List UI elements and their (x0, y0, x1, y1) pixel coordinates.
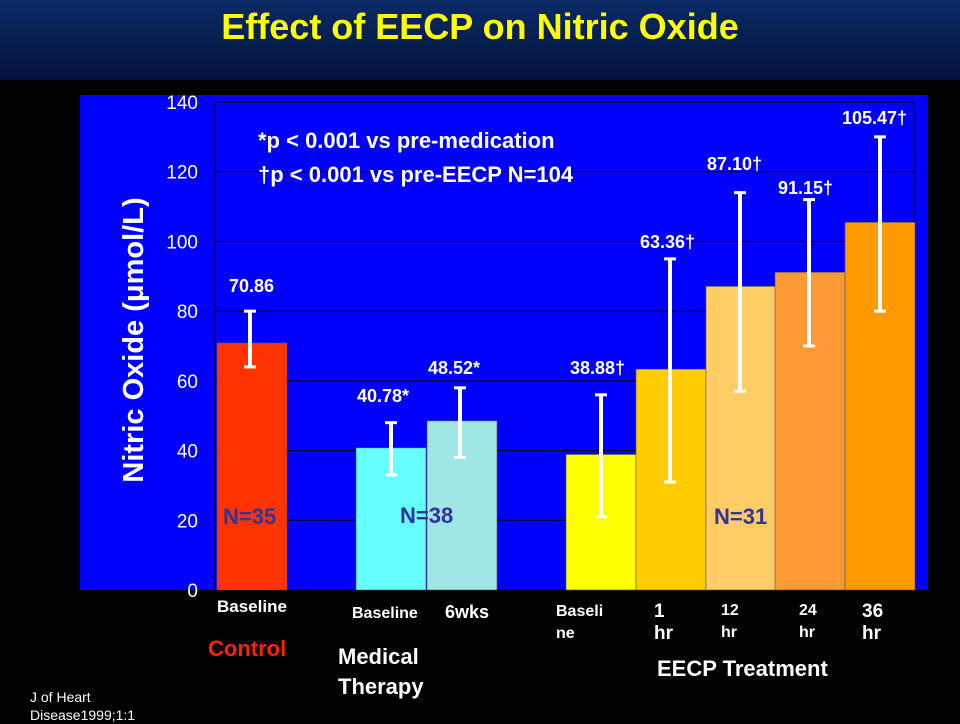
title-band (0, 0, 960, 80)
y-tick-label: 20 (177, 511, 198, 532)
data-label: 63.36† (640, 232, 695, 252)
source-citation: J of Heart Disease1999;1:1 (30, 689, 136, 723)
x-tick-label: 24 hr (799, 602, 817, 641)
annotation-note: †p < 0.001 vs pre-EECP N=104 (258, 162, 574, 187)
group-label-medical: Medical Therapy (338, 644, 424, 699)
y-tick-label: 0 (187, 581, 198, 602)
group-label-control: Control (208, 636, 287, 661)
x-tick-label: 12 hr (721, 602, 739, 641)
y-tick-label: 120 (166, 163, 198, 184)
data-label: 48.52* (428, 358, 480, 378)
y-tick-label: 40 (177, 442, 198, 463)
y-tick-label: 80 (177, 302, 198, 323)
n-label: N=38 (400, 503, 453, 528)
n-label: N=35 (223, 504, 276, 529)
y-tick-label: 140 (166, 93, 198, 114)
y-axis-label: Nitric Oxide (μmol/L) (118, 197, 150, 482)
y-tick-label: 100 (166, 232, 198, 253)
data-label: 91.15† (778, 178, 833, 198)
data-label: 87.10† (707, 154, 762, 174)
annotation-note: *p < 0.001 vs pre-medication (258, 128, 555, 153)
x-tick-label: 36 hr (862, 601, 883, 644)
x-tick-label: 1 hr (654, 601, 674, 644)
data-label: 70.86 (229, 276, 274, 296)
x-tick-label: 6wks (445, 602, 489, 622)
data-label: 40.78* (357, 386, 409, 406)
x-tick-label: Baseline (217, 597, 287, 616)
y-tick-label: 60 (177, 372, 198, 393)
x-tick-label: Baseline (352, 605, 418, 622)
chart-title: Effect of EECP on Nitric Oxide (221, 6, 739, 47)
bar (216, 342, 288, 591)
data-label: 105.47† (842, 108, 907, 128)
data-label: 38.88† (570, 358, 625, 378)
n-label: N=31 (714, 504, 767, 529)
group-label-eecp: EECP Treatment (657, 656, 828, 681)
